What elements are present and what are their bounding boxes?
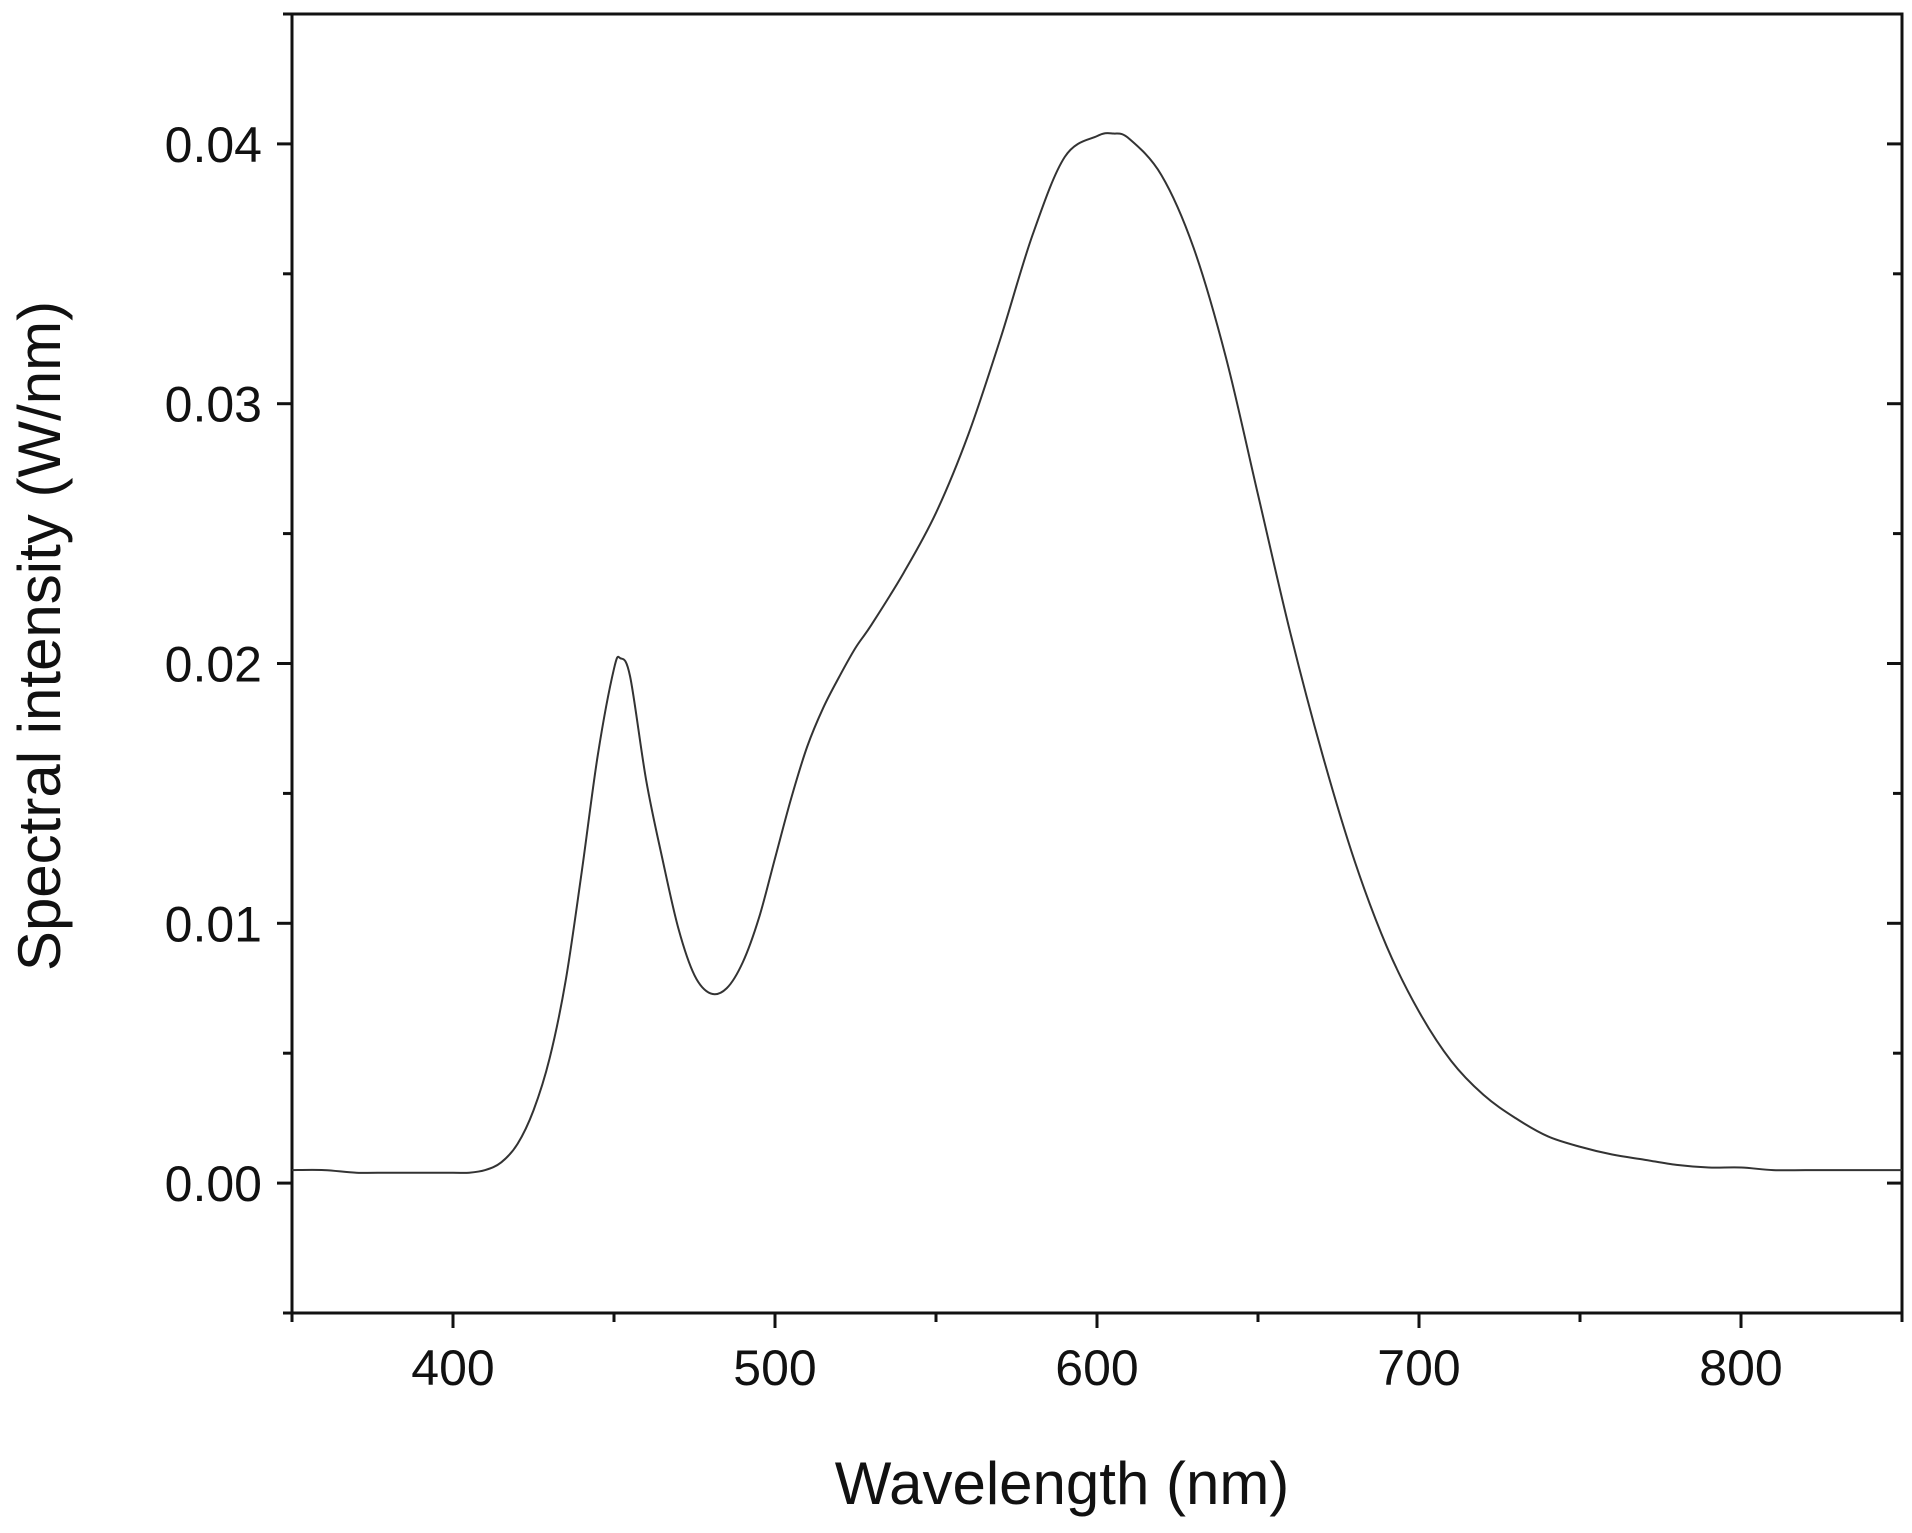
data-point bbox=[516, 1143, 518, 1145]
series-line bbox=[291, 132, 1902, 1174]
data-point bbox=[726, 987, 728, 989]
data-point bbox=[1772, 1169, 1774, 1171]
data-point bbox=[1160, 174, 1162, 176]
data-point bbox=[1128, 138, 1130, 140]
y-axis-label: Spectral intensity (W/nm) bbox=[6, 301, 73, 971]
data-point bbox=[758, 917, 760, 919]
data-point bbox=[1321, 753, 1323, 755]
data-point bbox=[1611, 1154, 1613, 1156]
data-point bbox=[1112, 133, 1114, 135]
data-point bbox=[484, 1169, 486, 1171]
y-tick-label: 0.00 bbox=[165, 1156, 262, 1212]
data-point bbox=[549, 1057, 551, 1059]
data-point bbox=[500, 1161, 502, 1163]
data-point bbox=[661, 857, 663, 859]
data-point bbox=[1579, 1146, 1581, 1148]
data-point bbox=[291, 1169, 293, 1171]
x-axis-label: Wavelength (nm) bbox=[835, 1450, 1290, 1517]
x-tick-label: 700 bbox=[1377, 1340, 1460, 1396]
data-point bbox=[903, 572, 905, 574]
x-tick-label: 500 bbox=[733, 1340, 816, 1396]
data-point bbox=[1225, 356, 1227, 358]
data-point bbox=[694, 974, 696, 976]
tick-group bbox=[277, 12, 1904, 1328]
data-point bbox=[613, 668, 615, 670]
data-point bbox=[1064, 156, 1066, 158]
y-tick-label: 0.03 bbox=[165, 377, 262, 433]
tick-label-group: 400 500 600 700 800 0.00 0.01 0.02 0.03 0.04 bbox=[165, 117, 1783, 1396]
series-group bbox=[291, 132, 1903, 1174]
data-point bbox=[1708, 1167, 1710, 1169]
data-point bbox=[1515, 1117, 1517, 1119]
data-point bbox=[790, 798, 792, 800]
data-point bbox=[629, 675, 631, 677]
data-point bbox=[1837, 1169, 1839, 1171]
data-point bbox=[1547, 1135, 1549, 1137]
data-point bbox=[1901, 1169, 1903, 1171]
data-point bbox=[1450, 1060, 1452, 1062]
data-point bbox=[323, 1169, 325, 1171]
data-point bbox=[1386, 946, 1388, 948]
data-point bbox=[677, 928, 679, 930]
data-point bbox=[452, 1172, 454, 1174]
data-point bbox=[967, 434, 969, 436]
data-point bbox=[855, 647, 857, 649]
data-point bbox=[581, 870, 583, 872]
data-point bbox=[1482, 1094, 1484, 1096]
data-point bbox=[645, 779, 647, 781]
data-point bbox=[468, 1172, 470, 1174]
data-point bbox=[710, 992, 712, 994]
data-point bbox=[1676, 1164, 1678, 1166]
data-point bbox=[806, 746, 808, 748]
data-point bbox=[871, 624, 873, 626]
y-tick-label: 0.01 bbox=[165, 896, 262, 952]
x-tick-label: 400 bbox=[411, 1340, 494, 1396]
data-point bbox=[1804, 1169, 1806, 1171]
data-point bbox=[1643, 1159, 1645, 1161]
data-point bbox=[1032, 234, 1034, 236]
y-tick-label: 0.02 bbox=[165, 637, 262, 693]
data-point bbox=[533, 1109, 535, 1111]
data-point bbox=[1193, 247, 1195, 249]
data-point bbox=[1289, 631, 1291, 633]
data-point bbox=[420, 1172, 422, 1174]
data-point bbox=[1354, 860, 1356, 862]
data-point bbox=[822, 707, 824, 709]
data-point bbox=[355, 1172, 357, 1174]
data-point bbox=[999, 338, 1001, 340]
data-point bbox=[838, 675, 840, 677]
x-tick-label: 800 bbox=[1699, 1340, 1782, 1396]
data-point bbox=[1257, 494, 1259, 496]
data-point bbox=[935, 512, 937, 514]
data-point bbox=[597, 753, 599, 755]
data-point bbox=[565, 979, 567, 981]
data-point bbox=[1740, 1167, 1742, 1169]
y-tick-label: 0.04 bbox=[165, 117, 262, 173]
plot-frame-group bbox=[290, 12, 1904, 1315]
data-point bbox=[619, 657, 621, 659]
data-point bbox=[1869, 1169, 1871, 1171]
data-point bbox=[742, 961, 744, 963]
data-point bbox=[1418, 1011, 1420, 1013]
x-tick-label: 600 bbox=[1055, 1340, 1138, 1396]
plot-frame bbox=[290, 12, 1904, 1315]
data-point bbox=[388, 1172, 390, 1174]
data-point bbox=[1096, 135, 1098, 137]
data-point bbox=[774, 857, 776, 859]
